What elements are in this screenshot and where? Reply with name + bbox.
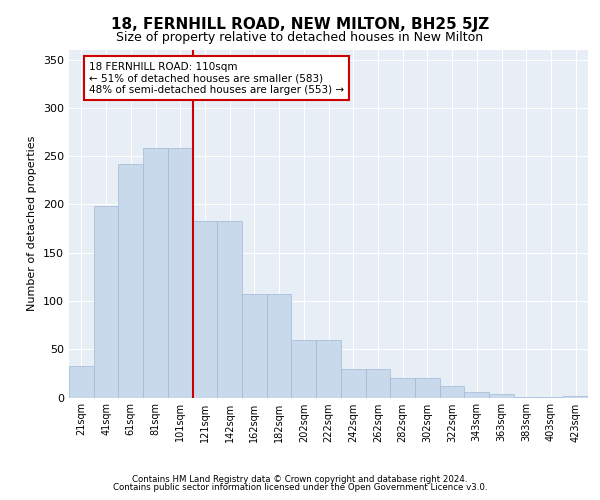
Bar (514, 396, 539, 398)
Text: 18 FERNHILL ROAD: 110sqm
← 51% of detached houses are smaller (583)
48% of semi-: 18 FERNHILL ROAD: 110sqm ← 51% of detach… (89, 62, 344, 95)
Bar (267, 294, 292, 398)
Bar (341, 368, 365, 398)
Bar (390, 378, 415, 398)
Y-axis label: Number of detached properties: Number of detached properties (28, 136, 37, 312)
Bar (118, 164, 143, 398)
Bar (563, 396, 588, 398)
Bar (539, 396, 563, 398)
Text: 18, FERNHILL ROAD, NEW MILTON, BH25 5JZ: 18, FERNHILL ROAD, NEW MILTON, BH25 5JZ (111, 16, 489, 32)
Text: Contains public sector information licensed under the Open Government Licence v3: Contains public sector information licen… (113, 483, 487, 492)
Bar (168, 148, 193, 398)
Bar (292, 340, 316, 398)
Text: Size of property relative to detached houses in New Milton: Size of property relative to detached ho… (116, 31, 484, 44)
Bar (242, 294, 267, 398)
Bar (415, 378, 440, 398)
Bar (316, 340, 341, 398)
Bar (193, 221, 217, 398)
Bar (143, 148, 168, 398)
Bar (440, 386, 464, 398)
Bar (94, 206, 118, 398)
Bar (464, 392, 489, 398)
Text: Contains HM Land Registry data © Crown copyright and database right 2024.: Contains HM Land Registry data © Crown c… (132, 474, 468, 484)
Bar (69, 366, 94, 398)
Bar (489, 394, 514, 398)
Bar (365, 368, 390, 398)
Bar (217, 221, 242, 398)
